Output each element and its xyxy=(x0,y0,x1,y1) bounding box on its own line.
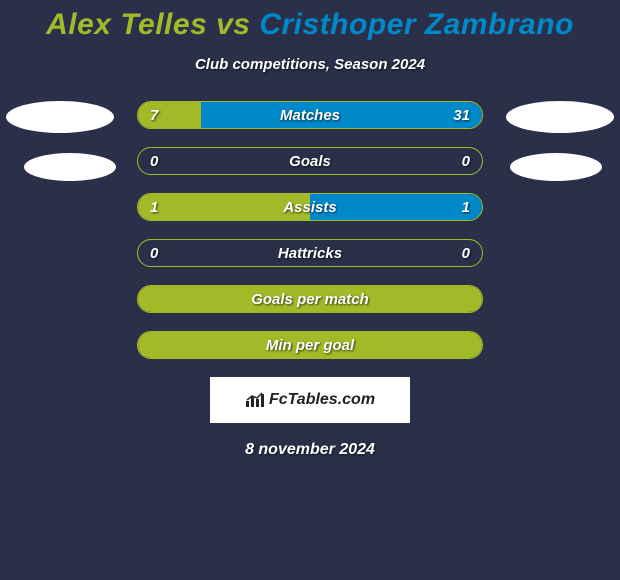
stat-label: Assists xyxy=(138,194,482,220)
decorative-oval xyxy=(506,101,614,133)
stat-label: Goals xyxy=(138,148,482,174)
stat-row: Goals per match xyxy=(137,285,483,313)
player-left-name: Alex Telles xyxy=(46,8,207,41)
stat-label: Min per goal xyxy=(138,332,482,358)
chart-icon xyxy=(245,392,265,408)
stat-label: Hattricks xyxy=(138,240,482,266)
bars-container: 731Matches 00Goals 11Assists 00Hattricks Goa… xyxy=(137,101,483,359)
decorative-oval xyxy=(510,153,602,181)
subtitle: Club competitions, Season 2024 xyxy=(0,56,620,73)
decorative-oval xyxy=(24,153,116,181)
vs-text: vs xyxy=(207,8,259,41)
player-right-name: Cristhoper Zambrano xyxy=(259,8,574,41)
stat-row: 731Matches xyxy=(137,101,483,129)
stat-label: Goals per match xyxy=(138,286,482,312)
stat-row: 00Goals xyxy=(137,147,483,175)
stat-row: 11Assists xyxy=(137,193,483,221)
stat-row: 00Hattricks xyxy=(137,239,483,267)
stat-label: Matches xyxy=(138,102,482,128)
stat-row: Min per goal xyxy=(137,331,483,359)
logo-text: FcTables.com xyxy=(269,391,375,409)
logo-badge: FcTables.com xyxy=(210,377,410,423)
date-label: 8 november 2024 xyxy=(0,441,620,459)
decorative-oval xyxy=(6,101,114,133)
page-title: Alex Telles vs Cristhoper Zambrano xyxy=(0,0,620,46)
comparison-chart: 731Matches 00Goals 11Assists 00Hattricks Goa… xyxy=(0,101,620,359)
